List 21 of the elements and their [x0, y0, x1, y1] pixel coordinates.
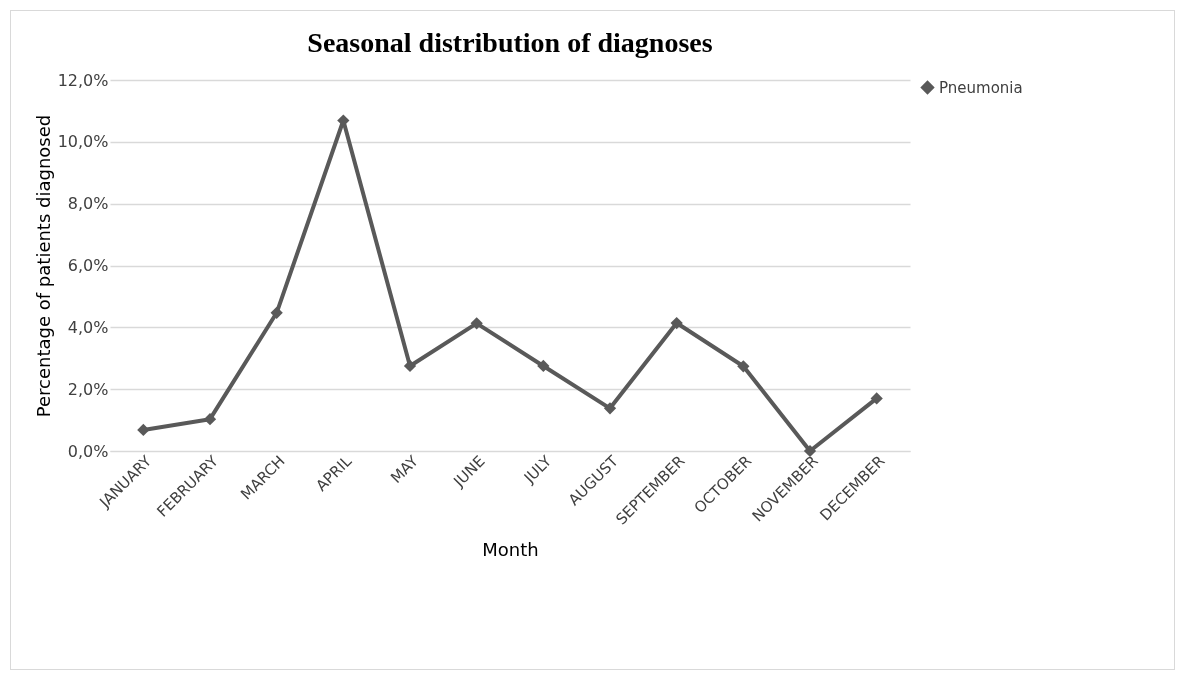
point: [670, 316, 683, 330]
point: [870, 392, 883, 405]
point: [137, 423, 150, 437]
point: [737, 360, 750, 373]
y-tick-label: 6,0%: [67, 256, 109, 275]
y-axis-title: Percentage of patients diagnosed: [32, 114, 54, 418]
point: [603, 402, 617, 415]
y-tick-label: 10,0%: [57, 132, 109, 152]
y-tick-label: 2,0%: [67, 379, 109, 399]
x-axis-title: Month: [482, 538, 539, 560]
y-tick-label: 8,0%: [67, 194, 109, 214]
point: [403, 359, 417, 373]
point: [537, 359, 550, 373]
y-tick-label: 4,0%: [67, 317, 109, 337]
legend-label: Pneumonia: [939, 78, 1023, 97]
point: [803, 444, 817, 458]
point: [203, 413, 217, 426]
point: [270, 306, 283, 319]
chart-title: Seasonal distribution of diagnoses: [307, 27, 713, 58]
point: [470, 317, 483, 330]
y-tick-label: 12,0%: [57, 70, 109, 90]
